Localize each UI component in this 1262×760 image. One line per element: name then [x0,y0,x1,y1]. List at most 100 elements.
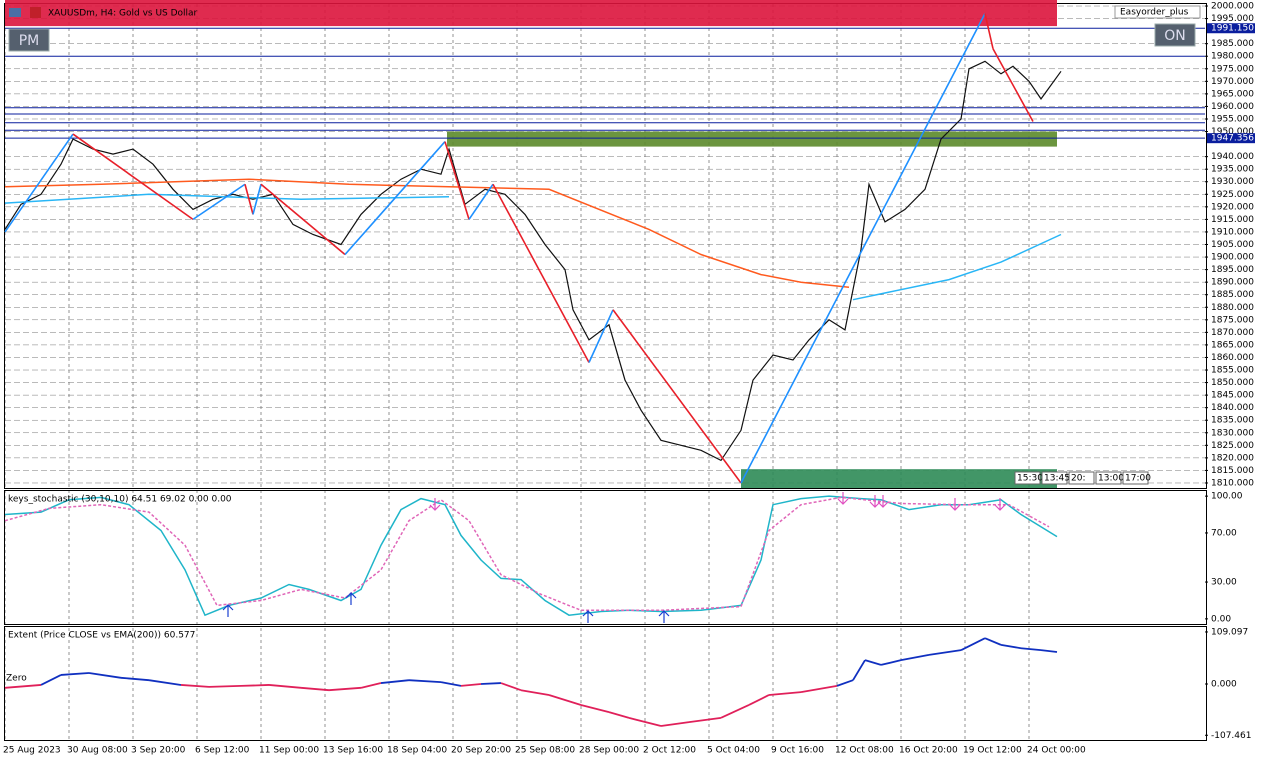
y-tick-label: 1910.000 [1211,227,1254,237]
y-tick-label: 1825.000 [1211,441,1254,451]
time-box [1068,471,1095,485]
y-tick-label: 1895.000 [1211,265,1254,275]
y-tick-label: 1860.000 [1211,353,1254,363]
extent-segment [480,682,502,685]
extent-segment [180,684,210,688]
extent-segment [608,711,630,719]
zero-label: Zero [6,674,27,684]
y-tick-label: 109.097 [1211,627,1248,637]
y-tick-label: 1960.000 [1211,102,1254,112]
y-tick-label: 1850.000 [1211,378,1254,388]
x-tick-label: 25 Aug 2023 [3,746,61,756]
x-tick-label: 25 Sep 08:00 [515,746,575,756]
y-tick-label: 0.000 [1211,680,1237,690]
extent-segment [688,716,722,724]
pm-button-label[interactable]: PM [19,33,40,49]
y-tick-label: 1965.000 [1211,89,1254,99]
y-tick-label: 1820.000 [1211,453,1254,463]
extent-segment [40,674,62,686]
extent-segment [984,637,1002,646]
extent-segment [748,694,770,706]
y-tick-label: 1955.000 [1211,114,1254,124]
x-tick-label: 5 Oct 04:00 [707,746,760,756]
extent-segment [580,704,610,714]
pm-button[interactable] [8,28,50,52]
x-tick-label: 28 Sep 00:00 [579,746,639,756]
y-tick-label: 1935.000 [1211,165,1254,175]
buy-arrow [658,610,670,623]
stochastic-pane [4,490,1207,625]
y-tick-label: 1885.000 [1211,290,1254,300]
time-label: 13:45 [1044,474,1070,484]
extent-segment [208,685,242,688]
y-tick-label: 1875.000 [1211,315,1254,325]
y-tick-label: 1880.000 [1211,303,1254,313]
series-line [4,495,1058,617]
buy-arrow [222,604,234,617]
zigzag-segment [444,141,470,220]
extent-segment [300,686,330,692]
y-tick-label: -107.461 [1211,731,1251,741]
y-tick-label: 1900.000 [1211,253,1254,263]
extent-segment [880,659,902,666]
y-tick-label: 1985.000 [1211,39,1254,49]
extent-segment [380,679,410,684]
zone [741,469,1057,488]
y-tick-label: 1845.000 [1211,391,1254,401]
y-tick-label: 1930.000 [1211,177,1254,187]
time-box [1122,471,1149,485]
zigzag-segment [344,141,446,256]
ea-box [1114,5,1201,19]
extent-title: Extent (Price CLOSE vs EMA(200)) 60.577 [8,631,195,641]
extent-segment [852,659,866,681]
level-label: 1991.150 [1211,24,1254,34]
y-tick-label: 1815.000 [1211,466,1254,476]
x-tick-label: 12 Oct 08:00 [835,746,894,756]
extent-segment [660,721,690,727]
extent-segment [720,704,750,719]
sell-arrow [949,498,961,511]
zigzag-segment [4,133,74,233]
level-tag [1207,23,1255,34]
extent-segment [628,716,662,727]
on-button[interactable] [1154,23,1196,47]
buy-arrow [345,592,357,605]
x-tick-label: 2 Oct 12:00 [643,746,696,756]
y-tick-label: 1975.000 [1211,64,1254,74]
y-tick-label: 30.00 [1211,578,1237,588]
x-tick-label: 19 Oct 12:00 [963,746,1022,756]
on-button-label[interactable]: ON [1164,28,1186,44]
x-tick-label: 24 Oct 00:00 [1027,746,1086,756]
x-tick-label: 20 Sep 20:00 [451,746,511,756]
y-tick-label: 1920.000 [1211,202,1254,212]
zigzag-segment [252,184,262,215]
zigzag-segment [740,13,986,484]
trade-icon[interactable] [30,7,41,18]
chart-icon[interactable] [9,8,21,17]
extent-segment [960,637,986,651]
x-tick-label: 3 Sep 20:00 [131,746,186,756]
y-tick-label: 1980.000 [1211,52,1254,62]
time-label: 20: [1071,474,1085,484]
zigzag-segment [244,184,254,215]
x-tick-label: 18 Sep 04:00 [387,746,447,756]
extent-segment [768,691,802,696]
extent-segment [268,684,302,689]
extent-pane [4,626,1207,741]
chart-title: XAUUSDm, H4: Gold vs US Dollar [48,9,198,19]
extent-segment [360,682,382,689]
y-tick-label: 2000.000 [1211,2,1254,12]
x-tick-label: 9 Oct 16:00 [771,746,824,756]
extent-segment [148,679,182,686]
sell-arrow [869,495,881,508]
zigzag-segment [984,13,994,49]
extent-segment [408,679,442,683]
y-tick-label: 1940.000 [1211,152,1254,162]
zigzag-segment [992,48,1034,122]
extent-segment [1040,649,1058,653]
sell-arrow [877,495,889,508]
series-line [4,60,1062,462]
zigzag-segment [260,183,346,256]
ea-label: Easyorder_plus [1120,8,1189,18]
